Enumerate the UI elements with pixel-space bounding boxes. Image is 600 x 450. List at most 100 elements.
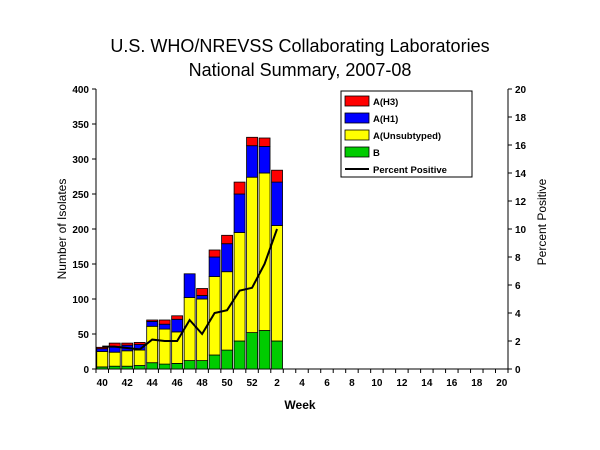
- bar-b: [183, 360, 196, 370]
- x-tick-label: 6: [324, 378, 330, 389]
- y-tick-label: 50: [78, 330, 90, 341]
- x-tick-label: 8: [349, 378, 355, 389]
- y2-tick-label: 4: [515, 309, 521, 320]
- y2-tick-label: 6: [515, 281, 521, 292]
- y-tick-label: 100: [72, 295, 89, 306]
- bar-a-h1: [146, 320, 159, 327]
- bar-b: [158, 363, 171, 370]
- bar-a-unsubtyped: [96, 351, 109, 368]
- y2-tick-label: 12: [515, 197, 527, 208]
- x-tick-label: 48: [197, 378, 209, 389]
- bar-a-h1: [221, 243, 233, 273]
- bar-a-unsubtyped: [271, 225, 283, 342]
- bar-b: [146, 362, 159, 370]
- x-tick-label: 10: [371, 378, 383, 389]
- bar-a-h3: [121, 342, 134, 346]
- bar-b: [221, 349, 233, 370]
- y2-tick-label: 10: [515, 225, 527, 236]
- bar-a-h3: [208, 249, 221, 258]
- bar-a-unsubtyped: [171, 331, 184, 364]
- y2-tick-label: 20: [515, 85, 527, 96]
- y-tick-label: 150: [72, 260, 89, 271]
- y-tick-label: 350: [72, 120, 89, 131]
- bar-a-h1: [233, 193, 246, 233]
- bar-a-unsubtyped: [183, 297, 196, 362]
- x-tick-label: 42: [122, 378, 134, 389]
- bar-a-h3: [146, 319, 159, 322]
- bar-a-h1: [158, 323, 171, 330]
- x-tick-label: 16: [446, 378, 458, 389]
- bar-a-h3: [133, 341, 146, 345]
- x-tick-label: 50: [222, 378, 234, 389]
- bar-a-h3: [196, 288, 209, 296]
- y2-tick-label: 14: [515, 169, 527, 180]
- bar-a-h3: [271, 169, 283, 183]
- bar-a-h3: [171, 315, 184, 320]
- plot-area: 0501001502002503003504000246810121416182…: [72, 85, 526, 389]
- bar-a-h3: [221, 234, 233, 245]
- bar-a-h1: [196, 295, 209, 300]
- bar-a-unsubtyped: [108, 351, 121, 367]
- y2-axis-title: Percent Positive: [535, 178, 549, 265]
- x-tick-label: 46: [172, 378, 184, 389]
- legend-label-percent-positive: Percent Positive: [373, 165, 447, 176]
- legend-label-a-h1: A(H1): [373, 114, 398, 125]
- bar-b: [271, 340, 283, 370]
- bar-a-unsubtyped: [133, 349, 146, 366]
- bar-a-h3: [246, 136, 258, 147]
- bar-b: [208, 354, 221, 370]
- bar-a-h1: [208, 256, 221, 278]
- legend-label-b: B: [373, 148, 380, 159]
- x-tick-label: 20: [496, 378, 508, 389]
- y2-tick-label: 0: [515, 365, 521, 376]
- legend-swatch-a-h3: [344, 95, 370, 107]
- chart-subtitle: National Summary, 2007-08: [189, 60, 412, 80]
- bar-a-unsubtyped: [121, 350, 134, 367]
- bar-a-unsubtyped: [233, 232, 246, 342]
- bar-a-unsubtyped: [158, 328, 171, 365]
- y2-tick-label: 16: [515, 141, 527, 152]
- bar-a-h3: [158, 319, 171, 325]
- legend-swatch-a-unsubtyped: [344, 129, 370, 141]
- legend-swatch-b: [344, 146, 370, 158]
- percent-positive-line: [102, 228, 278, 351]
- x-tick-label: 4: [299, 378, 305, 389]
- y-tick-label: 300: [72, 155, 89, 166]
- x-tick-label: 44: [147, 378, 159, 389]
- y-tick-label: 250: [72, 190, 89, 201]
- y-tick-label: 0: [83, 365, 89, 376]
- x-tick-label: 52: [246, 378, 258, 389]
- y-tick-label: 400: [72, 85, 89, 96]
- legend-label-a-h3: A(H3): [373, 97, 398, 108]
- y2-tick-label: 18: [515, 113, 527, 124]
- bar-b: [108, 365, 121, 370]
- chart-title: U.S. WHO/NREVSS Collaborating Laboratori…: [110, 36, 489, 56]
- y-tick-label: 200: [72, 225, 89, 236]
- bar-a-unsubtyped: [146, 325, 159, 364]
- bar-a-unsubtyped: [246, 176, 258, 333]
- legend-swatch-a-h1: [344, 112, 370, 124]
- y-axis-title: Number of Isolates: [55, 179, 69, 280]
- bar-a-h1: [246, 145, 258, 178]
- bar-b: [196, 360, 209, 370]
- bar-a-unsubtyped: [208, 276, 221, 356]
- x-tick-label: 18: [471, 378, 483, 389]
- bar-a-h3: [233, 181, 246, 195]
- bar-a-h3: [258, 137, 271, 147]
- y2-tick-label: 8: [515, 253, 521, 264]
- bar-b: [246, 332, 258, 370]
- legend: A(H3) A(H1) A(Unsubtyped) B Percent Positive: [340, 90, 473, 178]
- bar-b: [133, 365, 146, 370]
- bar-a-h1: [171, 318, 184, 333]
- legend-label-a-unsubtyped: A(Unsubtyped): [373, 131, 441, 142]
- y2-tick-label: 2: [515, 337, 521, 348]
- x-tick-label: 14: [421, 378, 433, 389]
- bar-a-h1: [96, 348, 109, 352]
- bar-a-h1: [271, 181, 283, 226]
- bar-b: [171, 362, 184, 370]
- x-tick-label: 40: [97, 378, 109, 389]
- bar-a-h1: [258, 145, 271, 174]
- bar-b: [258, 330, 271, 370]
- bar-b: [121, 365, 134, 370]
